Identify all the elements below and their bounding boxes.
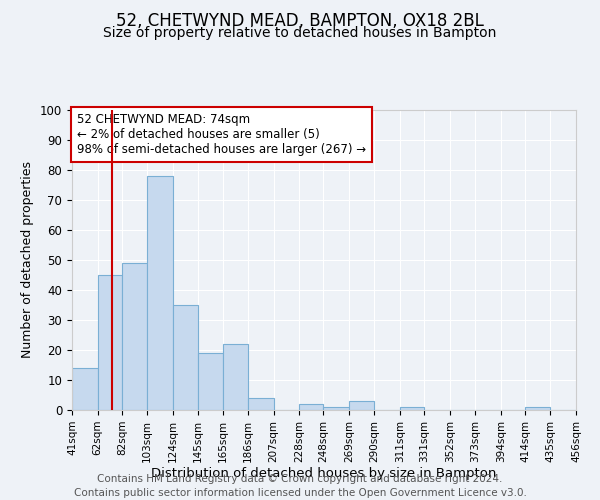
Text: Contains HM Land Registry data © Crown copyright and database right 2024.
Contai: Contains HM Land Registry data © Crown c… [74, 474, 526, 498]
Bar [199, 353, 223, 410]
Bar [98, 275, 122, 410]
Bar [349, 401, 374, 410]
Bar [400, 407, 424, 410]
Bar [323, 407, 349, 410]
Bar [147, 176, 173, 410]
Bar [122, 263, 147, 410]
Bar [525, 407, 550, 410]
Bar [299, 404, 323, 410]
Text: 52 CHETWYND MEAD: 74sqm
← 2% of detached houses are smaller (5)
98% of semi-deta: 52 CHETWYND MEAD: 74sqm ← 2% of detached… [77, 113, 366, 156]
Text: Size of property relative to detached houses in Bampton: Size of property relative to detached ho… [103, 26, 497, 40]
Bar [173, 305, 199, 410]
Text: 52, CHETWYND MEAD, BAMPTON, OX18 2BL: 52, CHETWYND MEAD, BAMPTON, OX18 2BL [116, 12, 484, 30]
Bar [72, 368, 98, 410]
Bar [248, 398, 274, 410]
X-axis label: Distribution of detached houses by size in Bampton: Distribution of detached houses by size … [151, 468, 497, 480]
Bar [223, 344, 248, 410]
Y-axis label: Number of detached properties: Number of detached properties [22, 162, 34, 358]
